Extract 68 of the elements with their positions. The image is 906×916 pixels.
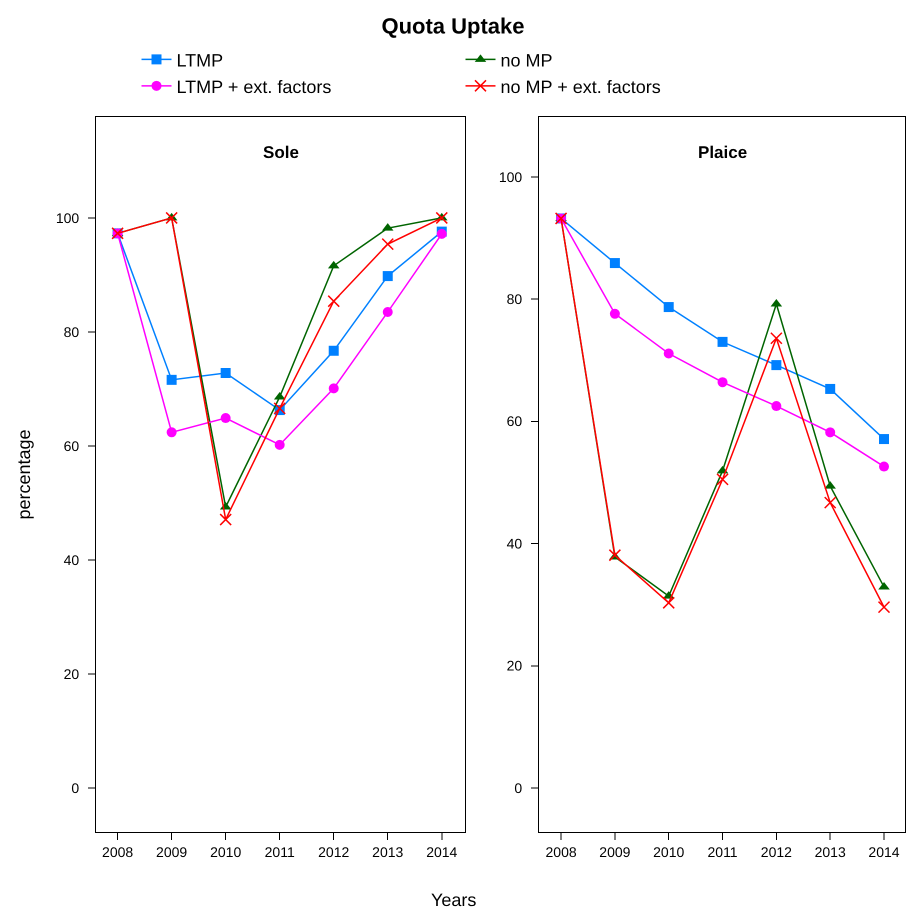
point (220, 413, 231, 424)
y-tick-label: 60 (64, 438, 80, 454)
legend-label: LTMP + ext. factors (176, 76, 332, 97)
x-tick-label: 2012 (760, 844, 792, 860)
x-tick-label: 2010 (210, 844, 242, 860)
point (664, 348, 674, 358)
y-tick-label: 40 (506, 535, 522, 552)
point (166, 374, 177, 385)
point (879, 462, 890, 472)
legend-label: no MP (500, 50, 553, 70)
x-tick-label: 2014 (868, 844, 900, 860)
x-tick-label: 2012 (318, 844, 350, 860)
y-tick-label: 100 (56, 210, 80, 226)
point (718, 336, 728, 347)
x-axis-title: Years (431, 890, 476, 910)
point (771, 401, 782, 412)
x-tick-label: 2013 (372, 844, 404, 860)
point (771, 360, 782, 370)
y-tick-label: 100 (498, 168, 522, 185)
legend-label: no MP + ext. factors (500, 76, 661, 97)
point (610, 308, 620, 319)
x-tick-label: 2014 (426, 844, 458, 860)
point (273, 402, 286, 415)
point (382, 271, 393, 282)
y-tick-label: 40 (64, 552, 80, 568)
y-tick-label: 80 (64, 324, 80, 340)
point (327, 294, 340, 308)
point (608, 548, 622, 562)
point (825, 427, 836, 438)
point (328, 346, 339, 356)
point (436, 212, 448, 224)
x-tick-label: 2013 (814, 844, 846, 860)
point (878, 600, 890, 614)
y-tick-label: 80 (506, 291, 522, 308)
y-tick-label: 20 (506, 658, 522, 674)
x-tick-label: 2010 (653, 844, 684, 860)
text: Plaice (698, 143, 748, 162)
point (879, 434, 890, 444)
x-tick-label: 2008 (102, 844, 134, 860)
x-tick-label: 2011 (264, 844, 295, 860)
x-tick-label: 2008 (545, 844, 577, 860)
point (770, 332, 783, 344)
point (274, 440, 285, 450)
point (328, 383, 339, 394)
y-tick-label: 0 (71, 780, 80, 796)
legend-label: LTMP (176, 50, 224, 70)
text: Sole (263, 143, 299, 162)
x-tick-label: 2009 (599, 844, 631, 860)
point (381, 238, 394, 250)
point (610, 258, 620, 268)
x-tick-label: 2011 (707, 844, 738, 860)
point (825, 384, 836, 394)
point (664, 302, 674, 312)
point (662, 596, 675, 610)
y-tick-label: 20 (64, 666, 80, 682)
point (718, 377, 728, 388)
point (220, 368, 231, 378)
point (219, 513, 232, 526)
y-tick-label: 60 (506, 413, 522, 430)
point (165, 212, 178, 224)
chart-title: Quota Uptake (381, 14, 525, 39)
point (824, 496, 836, 509)
point (166, 427, 177, 438)
y-axis-title: percentage (14, 429, 34, 520)
point (382, 307, 393, 317)
y-tick-label: 0 (514, 780, 522, 796)
x-tick-label: 2009 (156, 844, 188, 860)
point (716, 473, 729, 486)
